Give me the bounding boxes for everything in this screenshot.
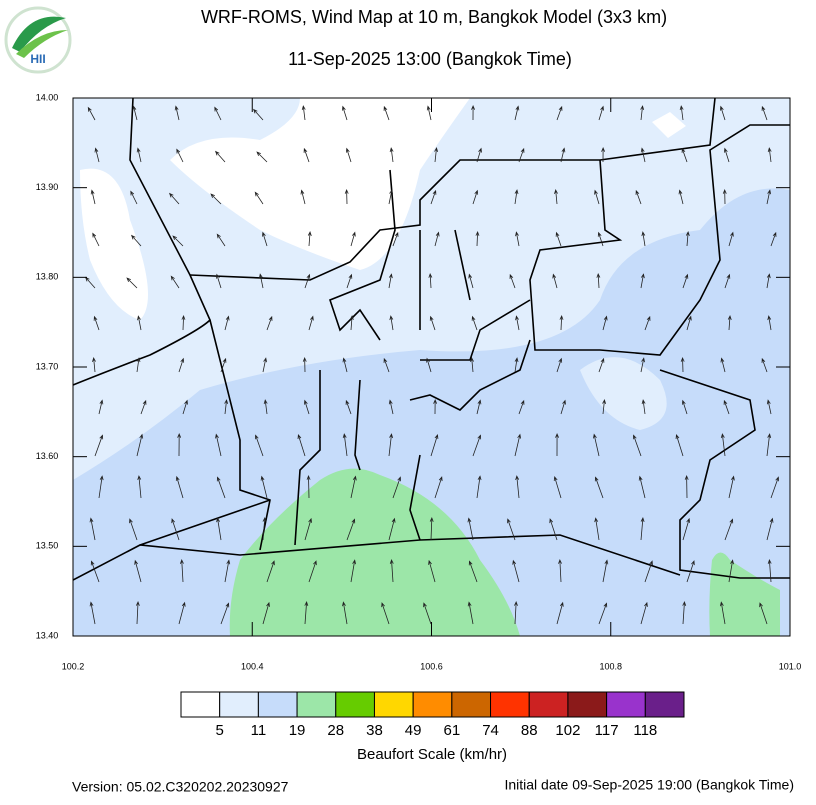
colorbar-label: 5	[216, 722, 224, 739]
y-tick-label: 13.90	[36, 182, 59, 192]
x-tick-label: 100.2	[62, 661, 85, 671]
colorbar-box	[180, 691, 221, 718]
axes: 100.2 100.4 100.6 100.8 101.0 13.40 13.50 13.60…	[36, 92, 802, 671]
logo: HII	[4, 6, 72, 74]
version: Version: 05.02.C320202.20230927	[72, 779, 289, 795]
x-tick-label: 100.8	[599, 661, 622, 671]
title: WRF-ROMS, Wind Map at 10 m, Bangkok Mode…	[201, 7, 667, 27]
colorbar-box	[219, 691, 259, 718]
colorbar-box	[412, 691, 453, 718]
arrow-field	[85, 104, 780, 625]
x-tick-label: 101.0	[779, 661, 802, 671]
x-tick-label: 100.4	[241, 661, 264, 671]
colorbar-label: 19	[289, 722, 306, 739]
colorbar-box	[528, 691, 569, 718]
y-tick-label: 13.60	[36, 451, 59, 461]
colorbar-label: 38	[366, 722, 383, 739]
colorbar-label: 74	[482, 722, 499, 739]
colorbar-label: 102	[555, 722, 580, 739]
x-tick-label: 100.6	[420, 661, 443, 671]
wind-arrows	[85, 104, 780, 625]
colorbar-title: Beaufort Scale (km/hr)	[357, 746, 507, 763]
colorbar-label: 88	[521, 722, 538, 739]
y-tick-label: 14.00	[36, 92, 59, 102]
colorbar-box	[335, 691, 375, 718]
colorbar-label: 118	[633, 722, 657, 739]
y-tick-label: 13.40	[36, 630, 59, 640]
colorbar-box	[257, 691, 298, 718]
colorbar-box	[451, 691, 492, 718]
colorbar-box	[373, 691, 414, 718]
initial-date: Initial date 09-Sep-2025 19:00 (Bangkok …	[504, 777, 794, 793]
colorbar: 5 11 19 28 38 49 61 74 88 102 117 118	[180, 691, 685, 739]
logo-text: HII	[30, 52, 45, 66]
colorbar-box	[567, 691, 608, 718]
colorbar-box	[644, 691, 685, 718]
colorbar-label: 117	[595, 722, 619, 739]
colorbar-box	[296, 691, 337, 718]
y-tick-label: 13.80	[36, 272, 59, 282]
colorbar-label: 61	[444, 722, 461, 739]
colorbar-label: 11	[251, 722, 267, 739]
colorbar-box	[606, 691, 646, 718]
subtitle: 11-Sep-2025 13:00 (Bangkok Time)	[288, 49, 572, 69]
y-tick-label: 13.50	[36, 541, 59, 551]
colorbar-label: 28	[327, 722, 344, 739]
map	[73, 98, 790, 636]
colorbar-label: 49	[405, 722, 422, 739]
colorbar-box	[490, 691, 530, 718]
y-tick-label: 13.70	[36, 361, 59, 371]
